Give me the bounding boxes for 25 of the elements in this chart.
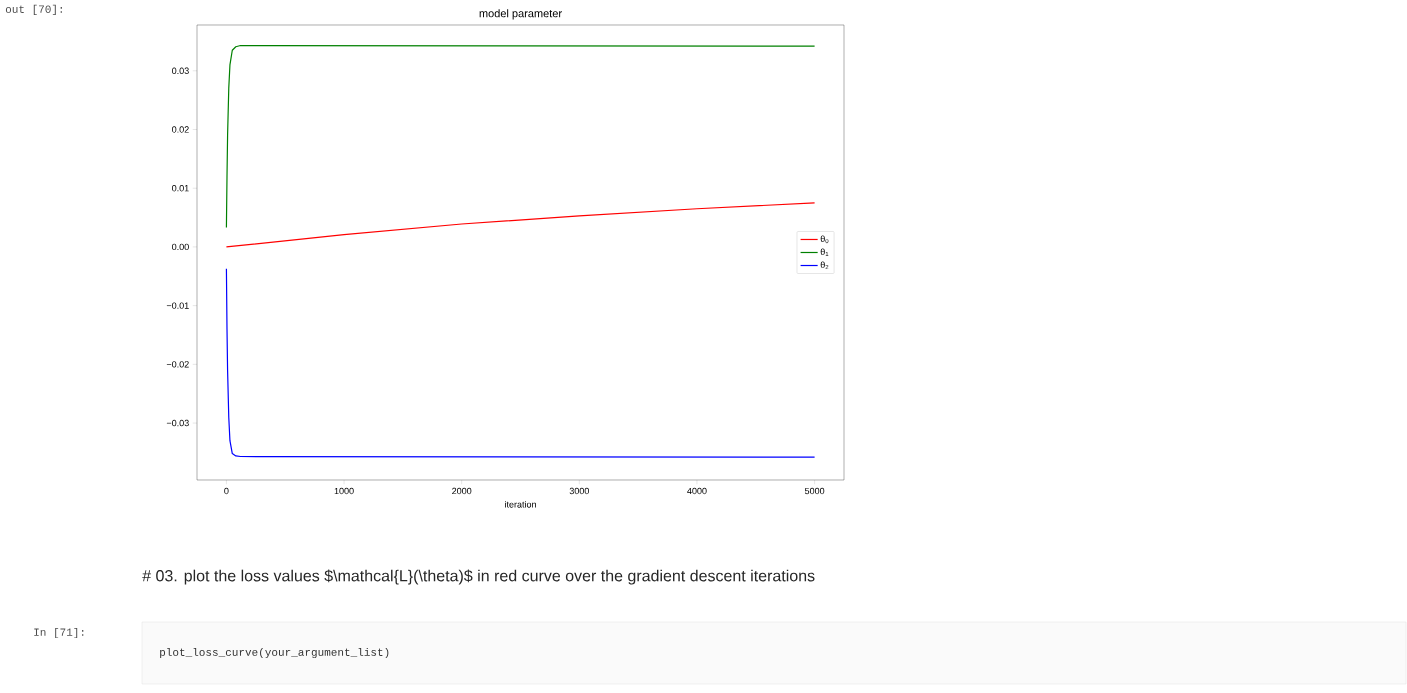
chart-title: model parameter [479, 9, 562, 20]
legend-label: θ$_{1}$ [820, 248, 829, 257]
x-tick-label: 4000 [687, 487, 707, 495]
y-tick-label: 0.03 [172, 67, 189, 74]
y-tick-label: 0.01 [172, 185, 189, 192]
x-tick-label: 2000 [452, 487, 472, 495]
text: In [71]: [34, 627, 84, 639]
line-series [225, 202, 816, 248]
line-series [225, 268, 816, 458]
text: out [70]: [5, 4, 62, 16]
y-tick-label: 0.00 [172, 243, 189, 251]
legend-label: θ$_{0}$ [820, 235, 829, 244]
x-tick-label: 3000 [569, 487, 589, 495]
y-tick-label: −0.02 [166, 361, 189, 368]
y-tick-label: −0.01 [166, 302, 189, 309]
y-tick-label: 0.02 [172, 126, 189, 133]
line-series [225, 44, 816, 229]
x-axis-title: iteration [505, 501, 536, 508]
x-tick-label: 1000 [334, 487, 354, 495]
text: plot_loss_curve(your_argument_list) [160, 647, 389, 659]
y-tick-label: −0.03 [166, 419, 189, 427]
legend-label: θ$_{2}$ [820, 261, 829, 270]
text: # 03. plot the loss values $\mathcal{L}(\theta)$ in red curve over the gradient descent iterations [142, 569, 815, 585]
x-tick-label: 5000 [804, 487, 825, 495]
x-tick-label: 0 [224, 487, 229, 495]
